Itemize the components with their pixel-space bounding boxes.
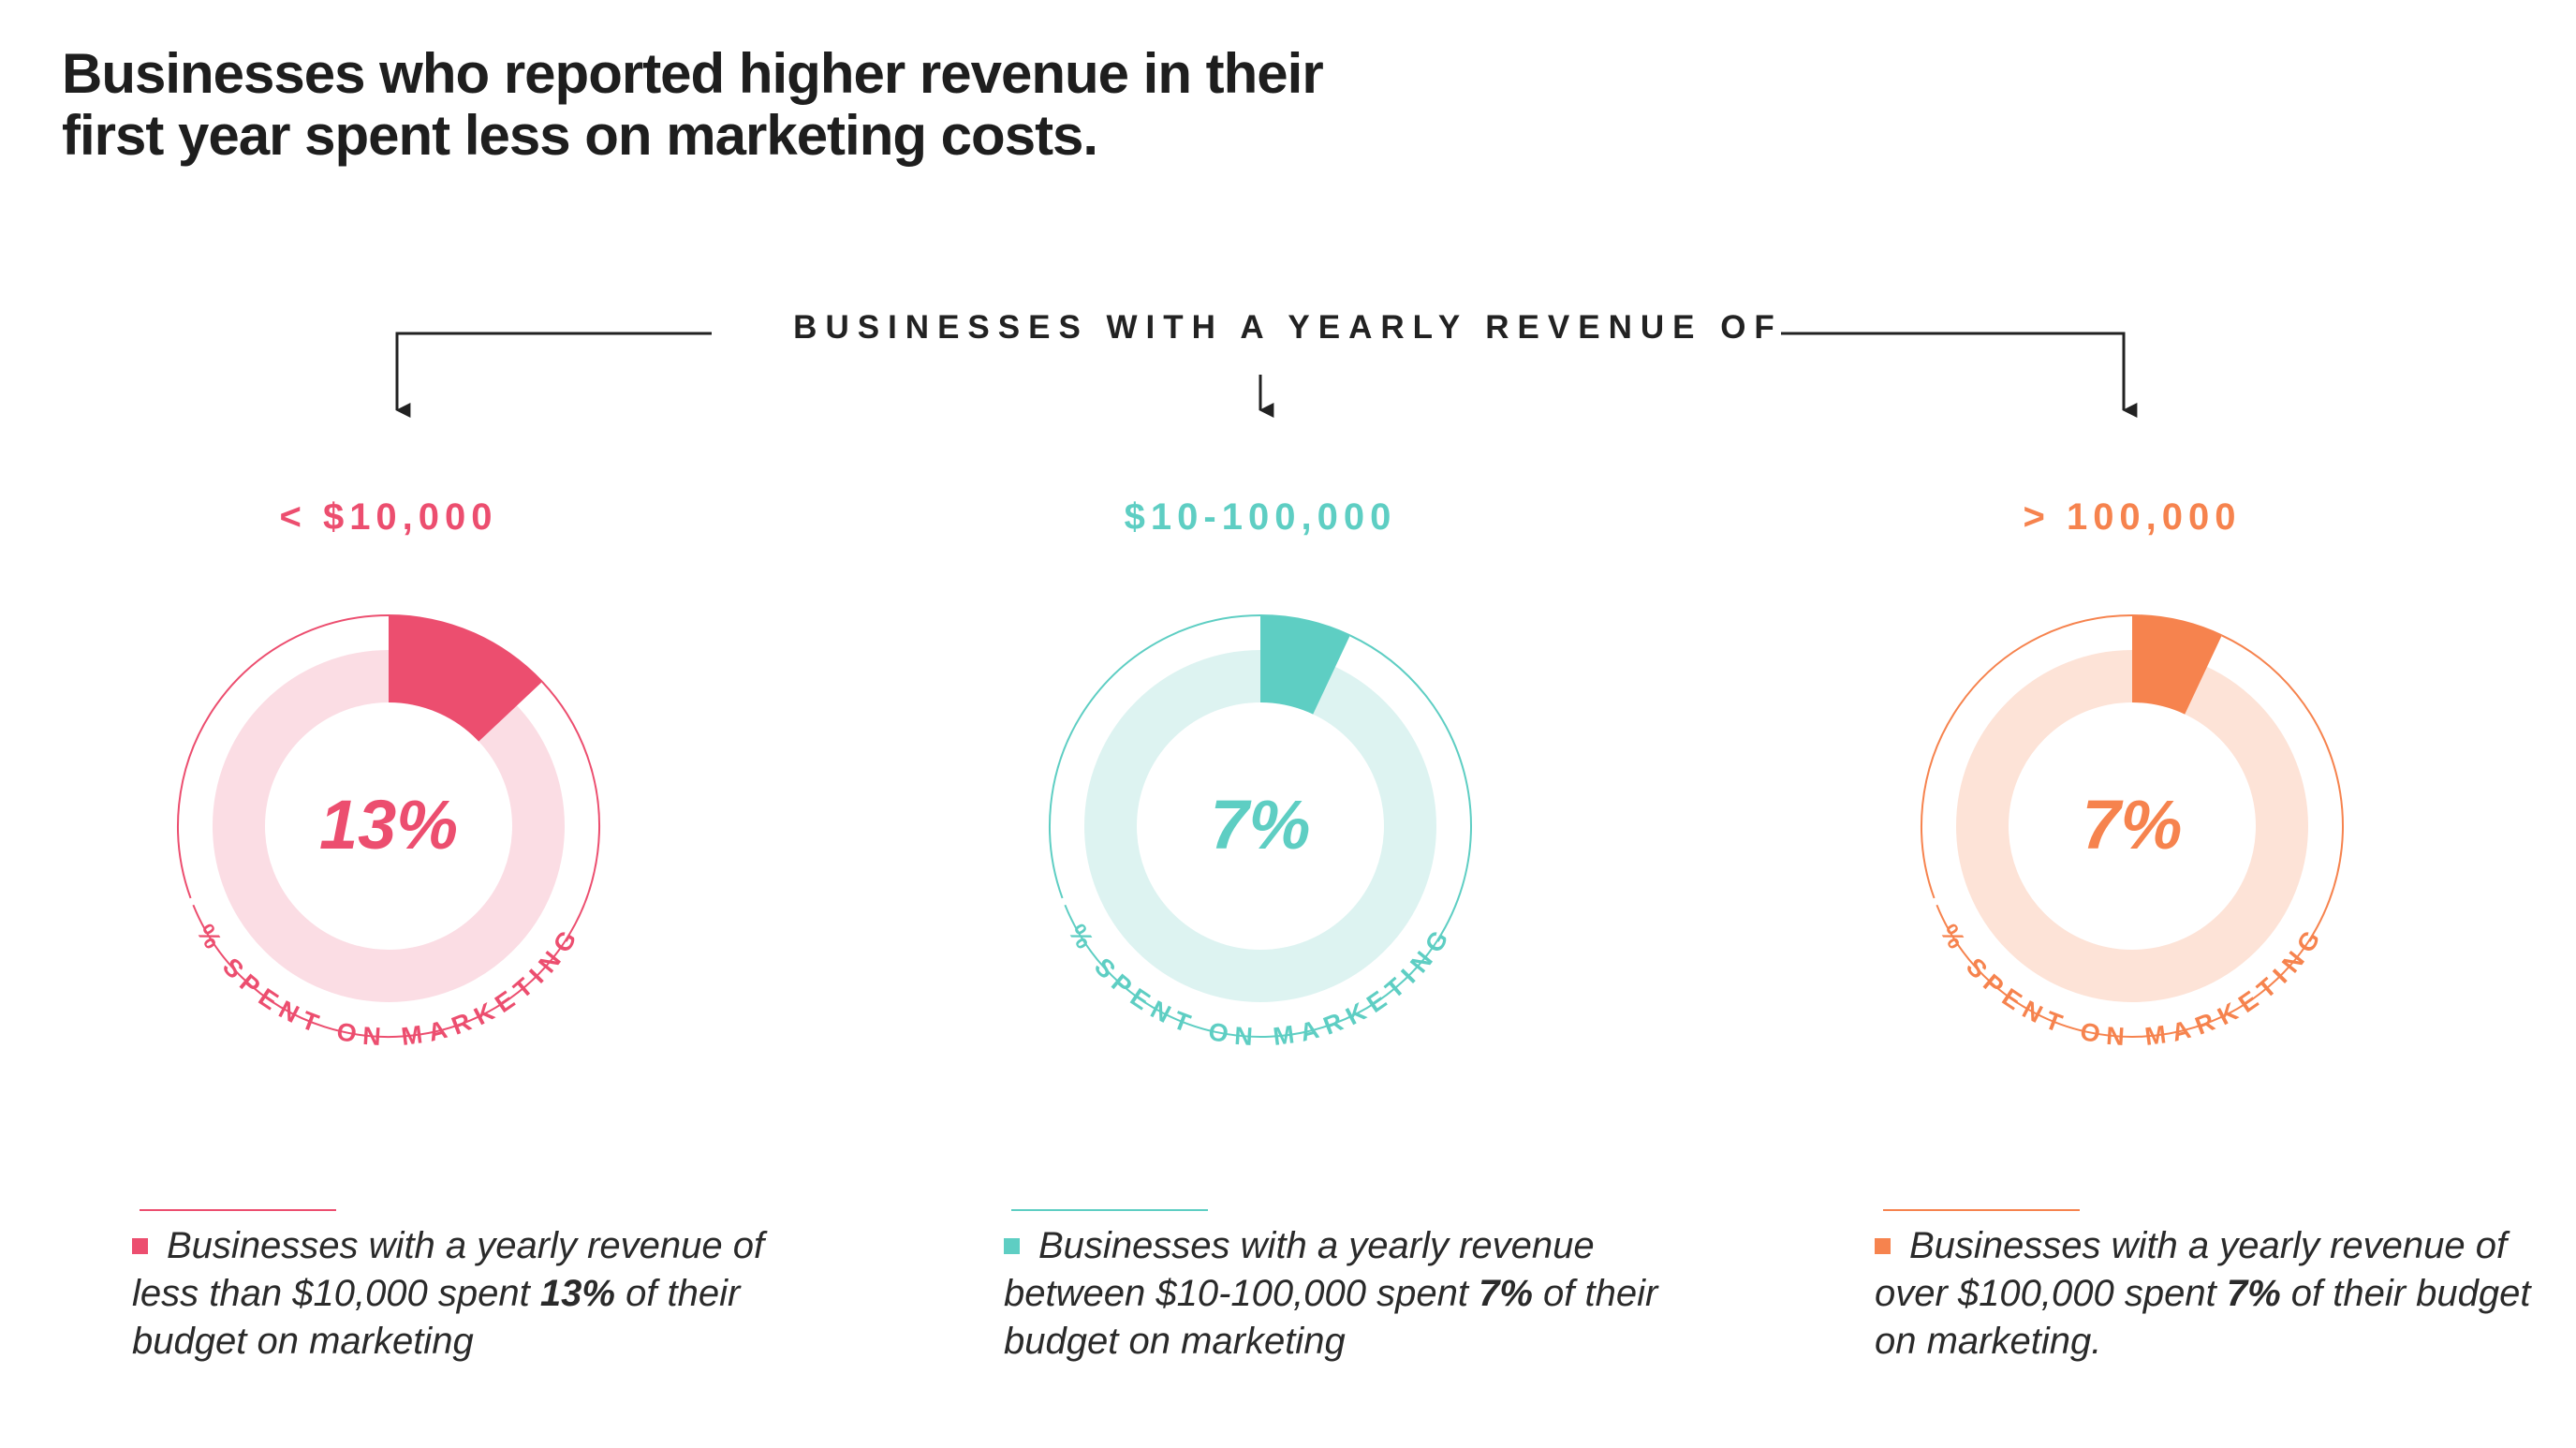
donut-value-label: 7%	[1211, 786, 1311, 864]
donut-outline-arc	[192, 681, 600, 1038]
category-label: > 100,000	[2023, 496, 2241, 538]
donut-slice	[1260, 614, 1351, 715]
caption-small-business: Businesses with a yearly revenue of less…	[132, 1222, 806, 1366]
caption-text-post: of their budget on marketing.	[1875, 1273, 2531, 1362]
caption-text-pre: Businesses with a yearly revenue of over…	[1875, 1225, 2508, 1314]
donut-outline-arc	[177, 614, 390, 899]
caption-text-pre: Businesses with a yearly revenue between…	[1004, 1225, 1595, 1314]
caption-large-business: Businesses with a yearly revenue of over…	[1875, 1222, 2549, 1366]
title-line-2: first year spent less on marketing costs…	[62, 104, 1098, 167]
chart-title: Businesses who reported higher revenue i…	[62, 42, 1324, 167]
legend-square-icon	[1875, 1238, 1891, 1254]
caption-text-post: of their budget on marketing	[132, 1273, 741, 1362]
caption-value: 7%	[1479, 1273, 1533, 1314]
legend-square-icon	[132, 1238, 148, 1254]
caption-value: 13%	[539, 1273, 615, 1314]
connector-left	[395, 332, 712, 418]
category-label: < $10,000	[279, 496, 497, 538]
donut-slice	[2132, 614, 2223, 715]
caption-text-post: of their budget on marketing	[1004, 1273, 1658, 1362]
legend-square-icon	[1004, 1238, 1020, 1254]
donut-slice	[389, 614, 543, 742]
donut-value-label: 13%	[319, 786, 458, 864]
caption-mid-business: Businesses with a yearly revenue between…	[1004, 1222, 1678, 1366]
title-line-1: Businesses who reported higher revenue i…	[62, 42, 1324, 105]
donut-outline-arc	[1921, 614, 2133, 899]
chart-subtitle: BUSINESSES WITH A YEARLY REVENUE OF	[793, 309, 1783, 346]
caption-value: 7%	[2226, 1273, 2281, 1314]
connector-right	[1781, 332, 2138, 418]
caption-text-pre: Businesses with a yearly revenue of less…	[132, 1225, 765, 1314]
donut-value-label: 7%	[2083, 786, 2183, 864]
donut-outline-arc	[1064, 634, 1472, 1038]
donut-outline-arc	[1049, 614, 1261, 899]
connector-lines	[395, 332, 2138, 418]
category-label: $10-100,000	[1125, 496, 1397, 538]
donut-outline-arc	[1936, 634, 2344, 1038]
